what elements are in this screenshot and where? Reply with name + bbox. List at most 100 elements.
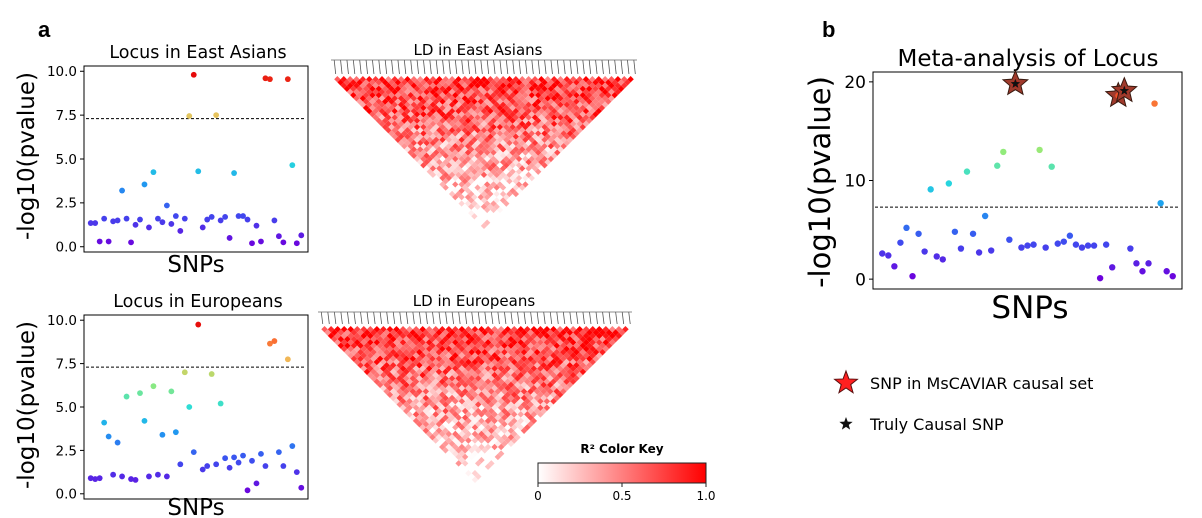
ld-cell [399,339,407,346]
ld-cell [471,476,479,483]
ld-cell [344,348,351,356]
ld-cell [458,358,466,366]
ld-cell [403,355,410,362]
snp-point [105,433,112,440]
ld-cell [353,339,361,346]
ld-cell [481,407,489,415]
snp-point [146,473,152,480]
ld-cell [445,391,453,398]
snp-point [289,443,296,449]
ld-cell [461,355,469,362]
ld-cell [579,361,587,369]
snp-point [1072,241,1080,248]
ld-cell [435,420,443,428]
snp-point [1006,236,1013,243]
ld-cell [461,381,469,389]
ld-cell [445,430,453,438]
snp-tick [423,59,426,75]
ld-cell [530,358,538,366]
ld-cell [599,335,606,343]
ld-cell [520,381,528,389]
ld-cell [383,329,390,336]
ld-cell [416,342,423,349]
ld-cell [416,381,423,389]
ld-cell [419,391,426,398]
ld-cell [399,378,407,385]
ld-cell [527,394,534,402]
snp-tick [544,59,547,75]
ld-cell [461,447,469,454]
ld-cell [373,345,381,353]
ld-cell [540,329,547,336]
snp-tick [327,311,330,325]
ld-cell [537,332,544,340]
ld-cell [468,414,475,421]
ld-cell [484,430,492,438]
ld-cell [419,417,426,425]
ld-cell [363,368,371,376]
snp-tick [467,59,470,75]
ld-cell [556,365,564,372]
ld-cell [409,355,417,362]
ld-cell [566,375,574,382]
ld-cell [380,378,387,385]
ld-cell [425,430,433,438]
snp-point [963,168,971,175]
ld-cell [373,339,381,346]
ld-cell [556,339,564,346]
ld-cell [478,417,485,425]
ld-cell [596,352,603,359]
snp-point [262,463,269,469]
ld-cell [560,368,567,376]
ld-cell [510,371,518,379]
snp-point [915,230,922,237]
ld-cell [566,329,574,336]
ld-cell [363,348,371,356]
color-key-tick: 0.5 [612,489,631,503]
ld-cell [566,342,574,349]
ld-cell [399,326,407,333]
ld-cell [412,332,420,340]
ld-cell [452,430,459,438]
ld-cell [543,404,551,412]
snp-point [172,213,179,219]
snp-point [213,112,220,119]
ld-cell [514,401,521,408]
ld-cell [537,365,544,372]
ld-cell [517,430,525,438]
ld-cell [589,332,597,340]
ld-cell [383,375,390,382]
ld-cell [560,388,567,395]
ld-cell [452,450,459,457]
ld-cell [461,335,469,343]
ld-cell [494,342,502,349]
snp-point [1109,264,1116,271]
snp-tick [340,311,343,325]
snp-point [222,455,229,462]
snp-tick [346,59,349,75]
ld-cell [586,342,593,349]
ld-cell [340,326,348,333]
ld-cell [537,345,544,353]
ld-cell [546,342,554,349]
plot-frame [83,65,309,253]
ld-cell [520,375,528,382]
ld-cell [491,378,498,385]
color-key-title: R² Color Key [580,442,663,456]
ld-cell [429,368,436,376]
ld-cell [481,427,489,434]
ld-cell [439,358,446,366]
heatmap-title: LD in East Asians [413,41,542,59]
ld-cell [488,420,495,428]
ld-cell [439,443,446,451]
ld-cell [596,345,603,353]
ld-cell [471,391,479,398]
ld-cell [458,345,466,353]
ld-cell [524,332,531,340]
ld-cell [344,335,351,343]
snp-point [933,253,940,260]
snp-point [240,452,246,459]
ld-cell [422,381,430,389]
ld-cell [569,358,577,366]
ld-cell [471,365,479,372]
